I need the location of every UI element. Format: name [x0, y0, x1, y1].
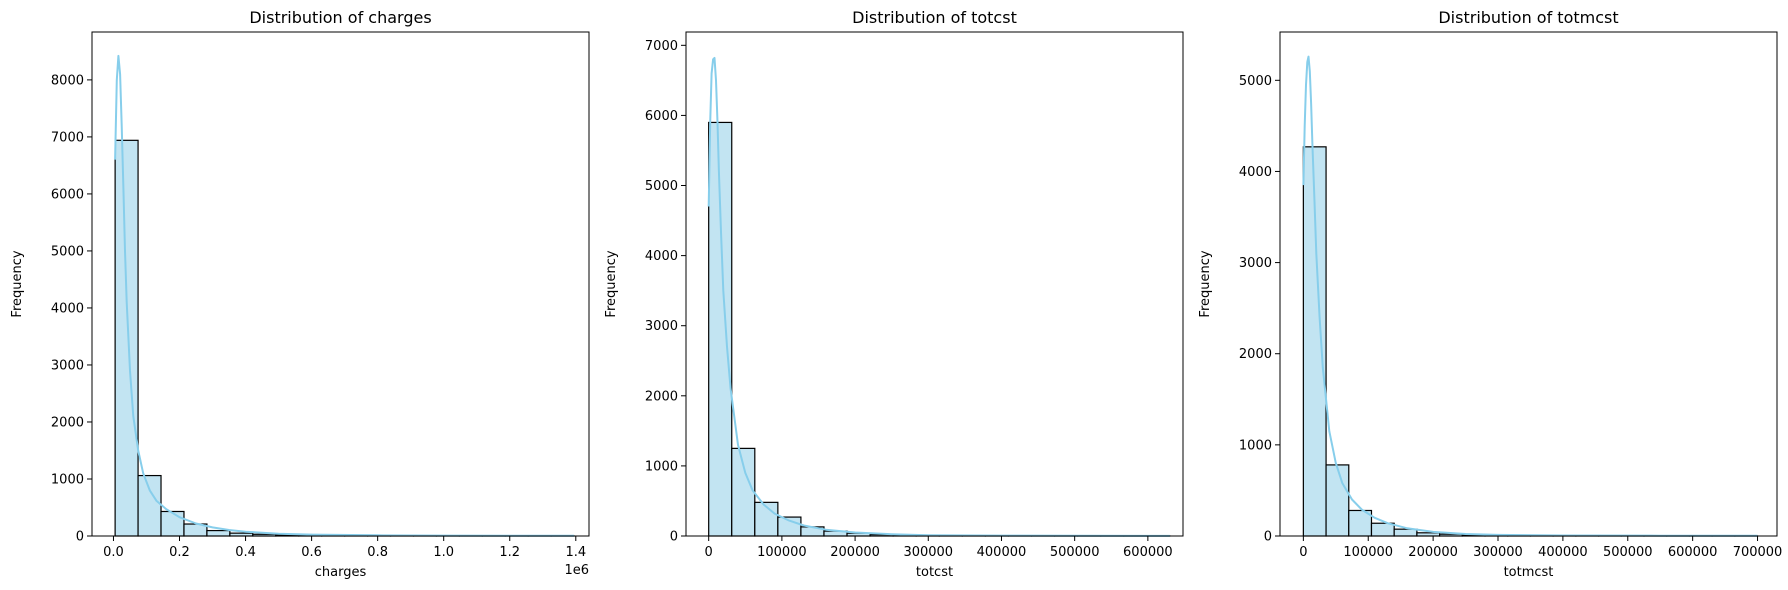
x-tick-label: 0.4	[235, 545, 256, 560]
x-axis-label: totmcst	[1504, 565, 1554, 580]
y-tick-label: 5000	[51, 244, 84, 259]
histogram-bar	[160, 510, 185, 537]
x-tick-label: 100000	[757, 545, 807, 560]
y-tick-label: 4000	[51, 301, 84, 316]
histogram-bar	[1393, 528, 1418, 537]
y-tick-label: 5000	[645, 179, 678, 194]
y-tick-label: 3000	[645, 319, 678, 334]
kde-line	[114, 54, 575, 537]
x-tick-label: 0.8	[367, 545, 388, 560]
chart-title: Distribution of totcst	[852, 8, 1017, 27]
axis-offset-text: 1e6	[564, 563, 589, 578]
histogram-bar	[206, 529, 231, 537]
y-axis-label: Frequency	[10, 250, 25, 317]
x-tick-label: 100000	[1343, 545, 1393, 560]
y-tick-label: 3000	[1239, 256, 1272, 271]
y-tick-label: 4000	[645, 249, 678, 264]
axes-frame	[91, 31, 590, 537]
chart-distribution-totmcst: 0 100000 200000 300000 400000 500000 600000 700…	[1198, 8, 1782, 580]
x-tick-label: 0	[1299, 545, 1307, 560]
x-tick-label: 300000	[903, 545, 953, 560]
x-tick-label: 300000	[1473, 545, 1523, 560]
y-tick-label: 6000	[51, 187, 84, 202]
axes-frame	[685, 31, 1184, 537]
chart-distribution-totcst: 0 100000 200000 300000 400000 500000 600000 0 10…	[604, 8, 1184, 580]
y-tick-label: 6000	[645, 109, 678, 124]
x-tick-label: 1.0	[433, 545, 454, 560]
kde-line	[1302, 55, 1758, 537]
chart-title: Distribution of charges	[249, 8, 431, 27]
y-axis-label: Frequency	[604, 250, 619, 317]
x-tick-label: 400000	[1538, 545, 1588, 560]
x-axis-label: totcst	[916, 565, 953, 580]
x-tick-label: 200000	[830, 545, 880, 560]
x-tick-label: 0.0	[103, 545, 124, 560]
y-tick-label: 0	[76, 530, 84, 545]
x-tick-label: 0.2	[169, 545, 190, 560]
histogram-bar	[137, 474, 162, 537]
y-tick-label: 3000	[51, 358, 84, 373]
y-tick-label: 5000	[1239, 74, 1272, 89]
y-tick-label: 1000	[1239, 438, 1272, 453]
kde-line	[707, 56, 1170, 537]
y-tick-label: 7000	[645, 39, 678, 54]
x-tick-label: 1.4	[565, 545, 586, 560]
x-tick-label: 0	[705, 545, 713, 560]
histogram-bar	[114, 139, 139, 537]
x-axis-label: charges	[315, 565, 367, 580]
y-tick-label: 0	[670, 530, 678, 545]
x-tick-label: 600000	[1668, 545, 1718, 560]
x-tick-label: 500000	[1603, 545, 1653, 560]
y-tick-label: 1000	[645, 459, 678, 474]
y-tick-label: 7000	[51, 130, 84, 145]
axes-frame	[1279, 31, 1778, 537]
x-tick-label: 200000	[1408, 545, 1458, 560]
x-tick-label: 1.2	[499, 545, 520, 560]
histogram-bar	[1325, 464, 1350, 537]
x-tick-label: 600000	[1123, 545, 1173, 560]
x-tick-label: 0.6	[301, 545, 322, 560]
y-axis-label: Frequency	[1198, 250, 1213, 317]
y-tick-label: 2000	[51, 415, 84, 430]
y-tick-label: 8000	[51, 73, 84, 88]
chart-distribution-charges: 0.0 0.2 0.4 0.6 0.8 1.0 1.2 1.4 0 1000 2000 3000 400…	[10, 8, 590, 580]
y-tick-label: 1000	[51, 472, 84, 487]
x-tick-label: 500000	[1050, 545, 1100, 560]
y-tick-label: 2000	[645, 389, 678, 404]
chart-title: Distribution of totmcst	[1438, 8, 1618, 27]
x-tick-label: 400000	[977, 545, 1027, 560]
x-tick-label: 700000	[1733, 545, 1783, 560]
y-tick-label: 0	[1264, 530, 1272, 545]
y-tick-label: 2000	[1239, 347, 1272, 362]
y-tick-label: 4000	[1239, 165, 1272, 180]
histogram-bar	[1370, 522, 1395, 537]
